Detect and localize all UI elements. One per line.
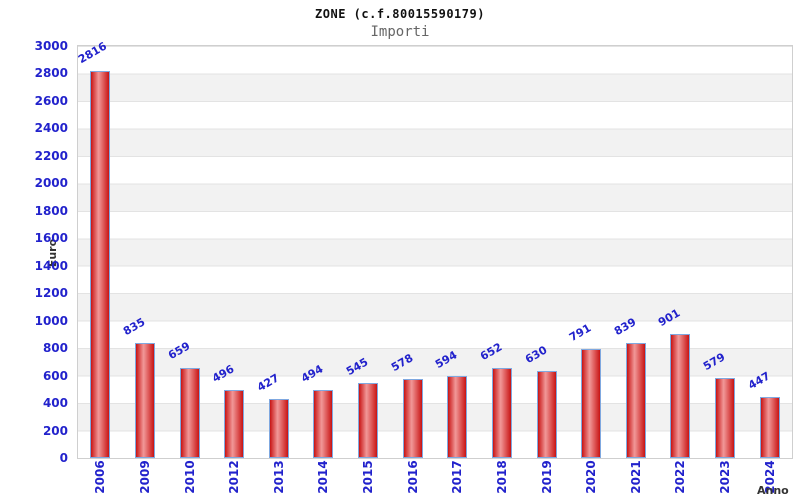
y-tick-label: 200	[42, 423, 68, 438]
bar-2016	[402, 378, 423, 458]
plot-area	[78, 46, 792, 458]
x-tick-label: 2010	[182, 460, 197, 494]
chart-title: ZONE (c.f.80015590179)	[315, 7, 485, 21]
x-tick-label: 2021	[628, 460, 643, 494]
bar-2024	[759, 396, 780, 458]
x-tick-label: 2015	[361, 460, 376, 494]
y-tick-label: 2000	[34, 176, 68, 191]
bar-2006	[90, 71, 111, 458]
x-tick-label: 2016	[405, 460, 420, 494]
x-tick-label: 2017	[450, 460, 465, 494]
y-tick-label: 1800	[34, 203, 68, 218]
bar-2012	[224, 389, 245, 458]
x-axis-title: Anno	[757, 484, 789, 497]
bar-2013	[268, 399, 289, 458]
y-tick-label: 1400	[34, 258, 68, 273]
x-tick-label: 2023	[718, 460, 733, 494]
bar-2015	[358, 383, 379, 458]
bar-2010	[179, 367, 200, 458]
y-tick-label: 2400	[34, 121, 68, 136]
y-tick-label: 1200	[34, 286, 68, 301]
bar-2017	[447, 376, 468, 458]
bar-2023	[715, 378, 736, 458]
x-tick-label: 2012	[227, 460, 242, 494]
y-tick-label: 0	[59, 451, 68, 465]
bar-2018	[491, 368, 512, 458]
bar-2022	[670, 334, 691, 458]
y-tick-label: 1600	[34, 231, 68, 246]
y-tick-label: 2800	[34, 66, 68, 81]
bar-2009	[134, 343, 155, 458]
x-tick-label: 2014	[316, 460, 331, 494]
bar-2019	[536, 371, 557, 458]
bar-2020	[581, 349, 602, 458]
bar-2014	[313, 390, 334, 458]
bar-2021	[625, 342, 646, 458]
x-tick-label: 2006	[93, 460, 108, 494]
x-tick-label: 2020	[584, 460, 599, 494]
chart-subtitle: Importi	[370, 24, 430, 40]
y-tick-label: 3000	[34, 39, 68, 53]
x-tick-label: 2009	[137, 460, 152, 494]
x-tick-label: 2019	[539, 460, 554, 494]
y-tick-label: 2600	[34, 93, 68, 108]
y-tick-label: 1000	[34, 313, 68, 328]
y-tick-label: 2200	[34, 148, 68, 163]
x-tick-label: 2022	[673, 460, 688, 494]
x-tick-label: 2013	[271, 460, 286, 494]
y-tick-label: 400	[42, 396, 68, 411]
y-tick-label: 600	[42, 368, 68, 383]
x-tick-label: 2018	[494, 460, 509, 494]
y-tick-label: 800	[42, 341, 68, 356]
